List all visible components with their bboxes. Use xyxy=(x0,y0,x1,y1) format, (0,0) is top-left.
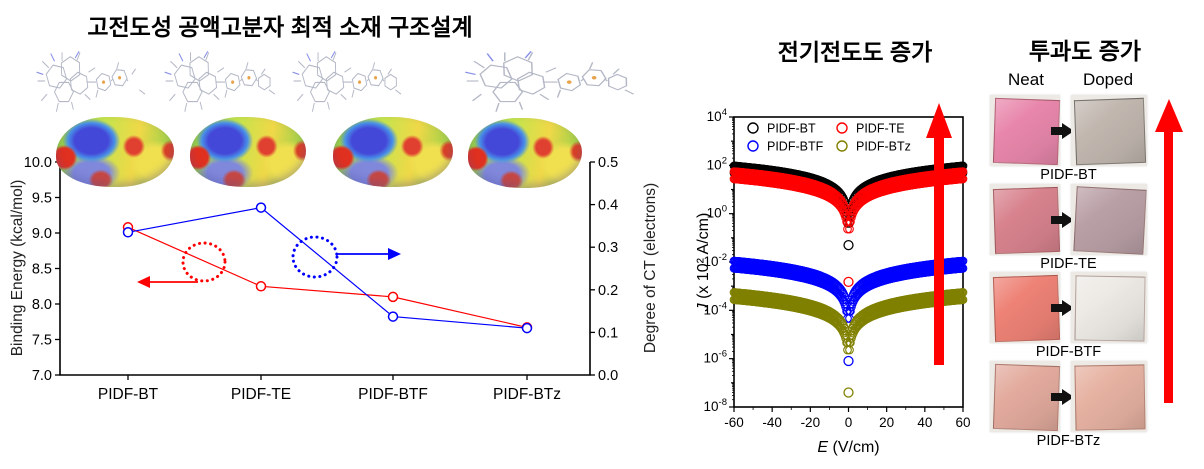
doped-film-photo xyxy=(1071,272,1147,343)
molecule-wireframe-1 xyxy=(36,50,146,112)
svg-text:PIDF-BTz: PIDF-BTz xyxy=(856,140,911,154)
neat-film-photo xyxy=(990,272,1060,343)
svg-text:104: 104 xyxy=(707,107,727,124)
right-panel: 투과도 증가 Neat Doped PIDF-BT PIDF-TE PIDF-B… xyxy=(985,0,1204,469)
svg-text:0: 0 xyxy=(845,415,853,430)
film-row-label: PIDF-BTz xyxy=(1036,433,1101,449)
doped-film-photo xyxy=(1071,361,1147,432)
doped-film xyxy=(1074,363,1146,431)
neat-film xyxy=(992,186,1060,254)
svg-text:10-8: 10-8 xyxy=(704,397,727,414)
esp-surface-2 xyxy=(190,117,306,187)
esp-surface-3 xyxy=(333,117,453,187)
molecule-wireframe-2 xyxy=(164,50,276,112)
conductivity-chart-title: 전기전도도 증가 xyxy=(777,39,933,65)
svg-text:20: 20 xyxy=(879,415,894,430)
svg-text:40: 40 xyxy=(917,415,932,430)
svg-text:8.5: 8.5 xyxy=(32,262,52,278)
neat-film-photo xyxy=(990,361,1060,432)
svg-text:PIDF-TE: PIDF-TE xyxy=(231,386,291,403)
neat-film xyxy=(992,274,1060,342)
svg-text:7.5: 7.5 xyxy=(32,333,52,349)
svg-text:PIDF-BTF: PIDF-BTF xyxy=(767,140,824,154)
svg-text:J (x 10² A/cm): J (x 10² A/cm) xyxy=(695,213,712,313)
svg-text:PIDF-TE: PIDF-TE xyxy=(856,122,905,136)
neat-film-photo xyxy=(990,184,1060,255)
transmittance-increase-arrow-head xyxy=(1155,99,1183,132)
svg-text:60: 60 xyxy=(955,415,970,430)
doped-film xyxy=(1074,274,1146,342)
svg-text:8.0: 8.0 xyxy=(32,297,52,313)
svg-text:Binding Energy (kcal/mol): Binding Energy (kcal/mol) xyxy=(9,180,26,357)
svg-text:10-6: 10-6 xyxy=(704,349,727,366)
left-chart-title: 고전도성 공액고분자 최적 소재 구조설계 xyxy=(87,14,473,40)
svg-text:0.5: 0.5 xyxy=(598,155,618,171)
column-header-neat: Neat xyxy=(1008,70,1044,89)
molecule-wireframe-3 xyxy=(292,50,402,112)
conductivity-increase-arrow-head xyxy=(926,103,952,138)
esp-surface-4 xyxy=(468,118,582,188)
svg-text:0.0: 0.0 xyxy=(598,368,618,384)
svg-text:10-2: 10-2 xyxy=(704,252,727,269)
neat-film xyxy=(992,97,1060,165)
molecule-row xyxy=(0,46,668,116)
doped-film-photo xyxy=(1071,184,1147,255)
svg-text:9.0: 9.0 xyxy=(32,226,52,242)
svg-text:-60: -60 xyxy=(724,415,744,430)
transmittance-increase-arrow-shaft xyxy=(1164,128,1173,403)
left-panel: 고전도성 공액고분자 최적 소재 구조설계 7.0 7.5 8.0 8.5 9.0 9.5… xyxy=(0,14,668,403)
film-row-label: PIDF-TE xyxy=(1040,256,1097,272)
svg-text:0.1: 0.1 xyxy=(598,325,618,341)
svg-text:100: 100 xyxy=(707,204,727,221)
neat-film-photo xyxy=(990,95,1060,166)
svg-text:PIDF-BT: PIDF-BT xyxy=(767,122,816,136)
column-header-doped: Doped xyxy=(1082,70,1134,89)
svg-text:PIDF-BT: PIDF-BT xyxy=(98,386,159,403)
svg-text:Degree of CT (electrons): Degree of CT (electrons) xyxy=(642,183,659,353)
svg-text:PIDF-BTz: PIDF-BTz xyxy=(493,386,561,403)
svg-text:0.2: 0.2 xyxy=(598,283,618,299)
svg-text:E (V/cm): E (V/cm) xyxy=(817,439,879,456)
doped-film-photo xyxy=(1071,95,1147,166)
binding-energy-ct-chart: 7.0 7.5 8.0 8.5 9.0 9.5 10.0 0.0 0.1 0.2 0.3 0.4 0.5… xyxy=(9,155,659,403)
svg-text:102: 102 xyxy=(707,155,727,172)
svg-text:0.4: 0.4 xyxy=(598,198,618,214)
svg-text:-40: -40 xyxy=(762,415,782,430)
svg-text:-20: -20 xyxy=(801,415,821,430)
middle-panel: 전기전도도 증가 xyxy=(668,0,988,469)
svg-text:0.3: 0.3 xyxy=(598,240,618,256)
svg-text:9.5: 9.5 xyxy=(32,191,52,207)
neat-film xyxy=(992,363,1060,431)
svg-text:10-4: 10-4 xyxy=(704,300,727,317)
svg-text:7.0: 7.0 xyxy=(32,368,52,384)
film-row-label: PIDF-BT xyxy=(1040,167,1097,183)
esp-surface-1 xyxy=(56,117,174,187)
conductivity-increase-arrow-shaft xyxy=(934,136,944,365)
transmittance-title: 투과도 증가 xyxy=(1028,38,1142,64)
svg-text:PIDF-BTF: PIDF-BTF xyxy=(358,386,428,403)
film-row-label: PIDF-BTF xyxy=(1035,344,1102,360)
svg-text:10.0: 10.0 xyxy=(24,155,52,171)
doped-film xyxy=(1073,185,1147,255)
doped-film xyxy=(1073,97,1147,165)
molecule-wireframe-4 xyxy=(465,50,635,112)
